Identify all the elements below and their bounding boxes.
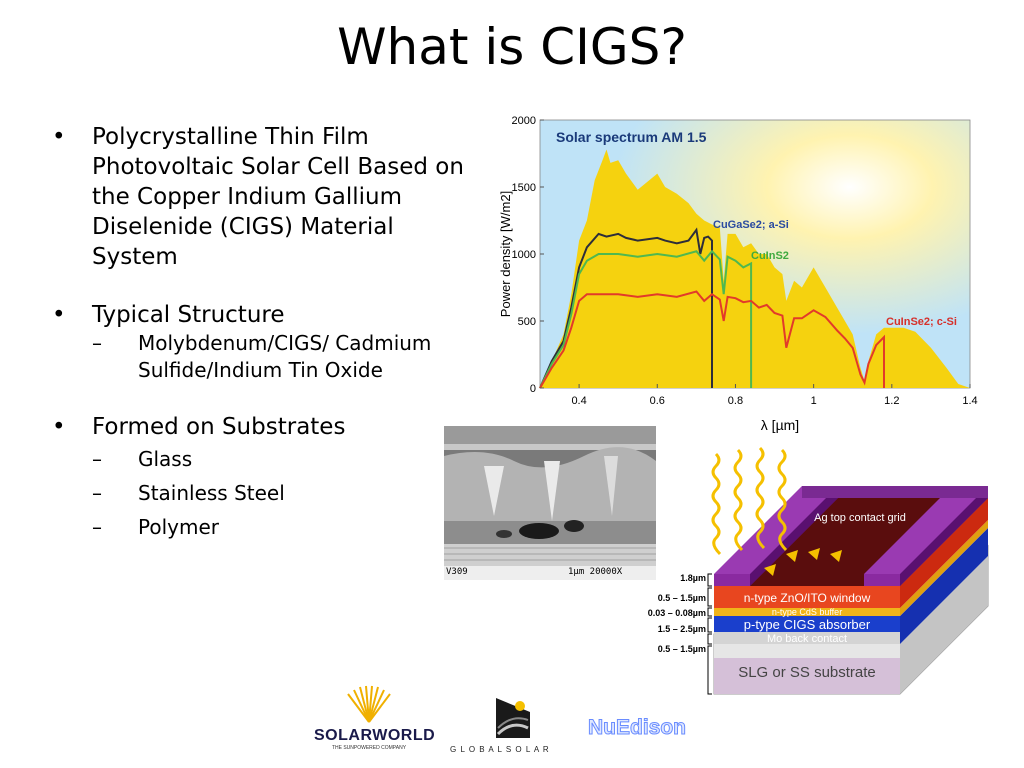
x-tick-label: 0.4 — [571, 395, 586, 407]
bullet-item: • Formed on Substrates — [52, 414, 346, 440]
label-mo: Mo back contact — [767, 633, 847, 645]
sem-caption: V309 1µm 20000X — [444, 566, 656, 580]
sem-texture — [444, 426, 656, 578]
zno-layer — [714, 586, 900, 608]
dash-icon: – — [92, 331, 102, 355]
structure-svg: Ag top contact grid n-type ZnO/ITO windo… — [648, 446, 989, 695]
series-line-2 — [539, 249, 753, 389]
cigs-layer — [714, 616, 900, 632]
sunlight-arrows-icon — [711, 446, 788, 556]
globalsolar-wordmark: G L O B A L S O L A R — [450, 745, 550, 754]
dash-icon: – — [92, 447, 102, 471]
am15-spectrum-area — [540, 149, 970, 388]
globalsolar-logo: G L O B A L S O L A R — [450, 694, 580, 756]
bullet-item: • Polycrystalline Thin Film Photovoltaic … — [52, 124, 464, 270]
y-tick-label: 1000 — [512, 249, 536, 261]
y-tick-label: 0 — [530, 383, 536, 395]
thickness-cigs: 1.5 – 2.5µm — [658, 624, 706, 634]
dash-icon: – — [92, 481, 102, 505]
x-tick-label: 1 — [811, 395, 817, 407]
label-cds: n-type CdS buffer — [772, 607, 842, 617]
sem-caption-right: 1µm 20000X — [568, 567, 623, 577]
cigs-structure-diagram: Ag top contact grid n-type ZnO/ITO windo… — [632, 446, 1002, 696]
y-axis-label: Power density [W/m2] — [498, 191, 513, 317]
y-tick-label: 1500 — [512, 182, 536, 194]
cds-layer — [714, 608, 900, 616]
solarworld-sunburst-icon — [347, 685, 391, 723]
y-tick-label: 2000 — [512, 115, 536, 127]
bullet-dot-icon: • — [52, 302, 66, 328]
sub-bullet-item: – Molybdenum/CIGS/ Cadmium Sulfide/Indium… — [92, 331, 432, 382]
sub-bullet-item: – Glass — [92, 447, 193, 471]
thickness-ag: 1.8µm — [680, 573, 706, 583]
x-tick-label: 0.8 — [728, 395, 743, 407]
sem-micrograph — [444, 426, 656, 578]
x-tick-label: 1.4 — [962, 395, 977, 407]
globalsolar-emblem-icon — [496, 698, 530, 738]
chart-svg: 0.4 0.6 0.8 1 1.2 1.4 0 500 1000 1500 2000 Solar s… — [498, 115, 978, 433]
nuedison-logo: NuEdison — [588, 716, 687, 740]
sem-caption-left: V309 — [446, 567, 468, 577]
series-line-1 — [539, 227, 713, 389]
label-zno: n-type ZnO/ITO window — [744, 591, 871, 605]
series-line-3 — [539, 290, 885, 389]
bullet-item: • Typical Structure — [52, 302, 285, 328]
series-label-cugase2: CuGaSe2; a-Si — [713, 219, 789, 231]
thickness-mo: 0.5 – 1.5µm — [658, 644, 706, 654]
thickness-cds: 0.03 – 0.08µm — [648, 608, 706, 618]
x-axis-label: λ [µm] — [761, 417, 799, 433]
solarworld-wordmark: SOLARWORLD — [314, 727, 436, 744]
dash-icon: – — [92, 515, 102, 539]
bullet-list: • Polycrystalline Thin Film Photovoltaic … — [52, 122, 472, 541]
label-cigs: p-type CIGS absorber — [744, 617, 871, 632]
x-tick-label: 0.6 — [650, 395, 665, 407]
solarworld-logo: SOLARWORLD THE SUNPOWERED COMPANY — [314, 684, 436, 752]
chart-title: Solar spectrum AM 1.5 — [556, 129, 707, 145]
bullet-dot-icon: • — [52, 414, 66, 440]
series-label-cuinse2: CuInSe2; c-Si — [886, 316, 957, 328]
x-tick-label: 1.2 — [884, 395, 899, 407]
sub-bullet-item: – Stainless Steel — [92, 481, 285, 505]
solarworld-tagline: THE SUNPOWERED COMPANY — [331, 745, 407, 751]
label-ag-grid: Ag top contact grid — [814, 512, 906, 524]
slide-title: What is CIGS? — [337, 18, 687, 76]
sub-bullet-item: – Polymer — [92, 515, 219, 539]
series-label-cuins2: CuInS2 — [751, 250, 789, 262]
solar-spectrum-chart: 0.4 0.6 0.8 1 1.2 1.4 0 500 1000 1500 2000 Solar s… — [490, 112, 990, 442]
y-tick-label: 500 — [518, 316, 536, 328]
bullet-dot-icon: • — [52, 124, 66, 150]
mo-layer — [714, 632, 900, 644]
thickness-zno: 0.5 – 1.5µm — [658, 593, 706, 603]
label-substrate: SLG or SS substrate — [738, 664, 876, 681]
